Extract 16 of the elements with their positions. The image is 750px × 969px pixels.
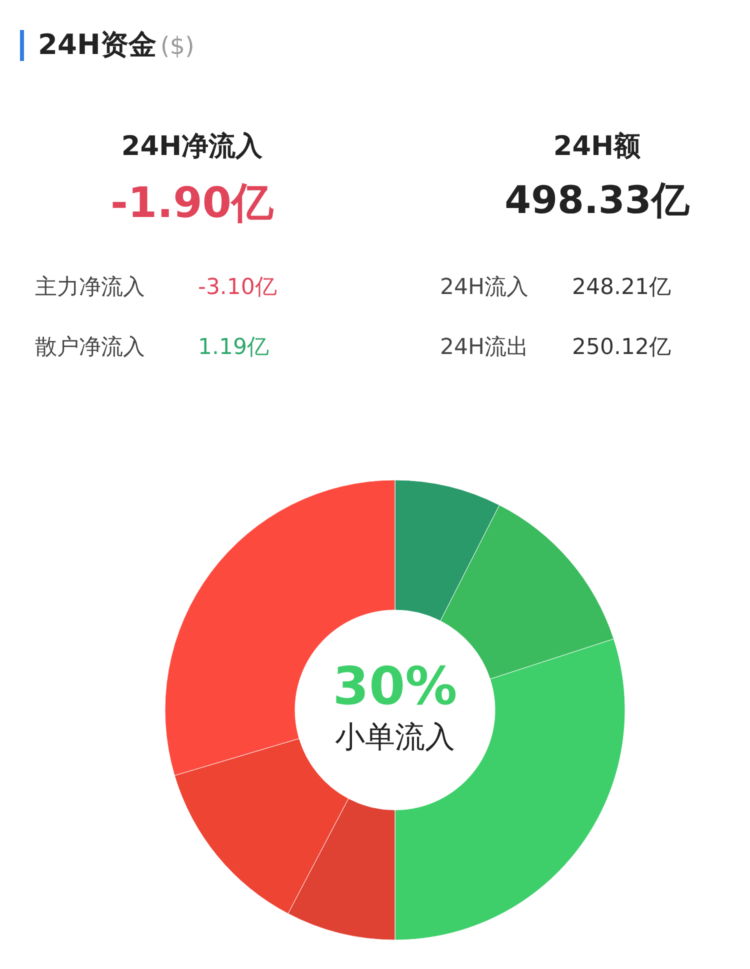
text: 248.21亿	[572, 274, 671, 302]
text: 498.33亿	[504, 177, 690, 224]
text: -3.10亿	[198, 274, 277, 302]
data-label: 30%	[332, 657, 458, 717]
text: 24H净流入	[120, 130, 264, 164]
text: 24H流出	[440, 334, 529, 362]
chart-title: 24H资金	[38, 28, 156, 61]
text: 24H额	[552, 130, 642, 164]
text: 24H流入	[440, 274, 529, 302]
text: -1.90亿	[109, 177, 275, 229]
text: 1.19亿	[198, 334, 269, 362]
text: 主力净流入	[35, 274, 145, 302]
text: 250.12亿	[572, 334, 671, 362]
text: 散户净流入	[35, 334, 145, 362]
slice-label: 小单流入	[335, 720, 455, 755]
chart-subtitle: ($)	[160, 32, 194, 60]
